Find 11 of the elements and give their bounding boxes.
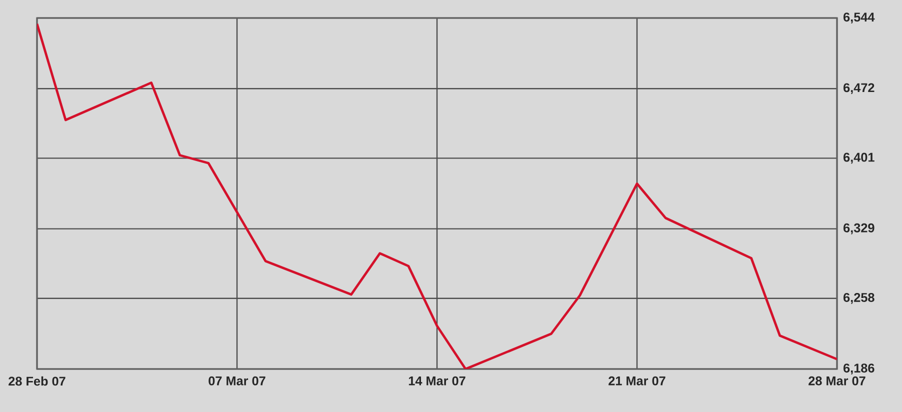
y-tick-label: 6,186 [844, 364, 874, 374]
x-tick-label: 28 Feb 07 [8, 376, 66, 386]
x-tick-label: 07 Mar 07 [208, 376, 266, 386]
y-tick-label: 6,401 [844, 152, 874, 164]
y-tick-label: 6,544 [844, 12, 875, 24]
y-tick-label: 6,329 [844, 223, 874, 234]
x-tick-label: 21 Mar 07 [608, 376, 666, 386]
x-tick-label: 14 Mar 07 [408, 376, 466, 386]
x-tick-label: 28 Mar 07 [808, 376, 866, 386]
y-tick-label: 6,258 [844, 293, 874, 304]
y-tick-label: 6,472 [844, 83, 874, 94]
